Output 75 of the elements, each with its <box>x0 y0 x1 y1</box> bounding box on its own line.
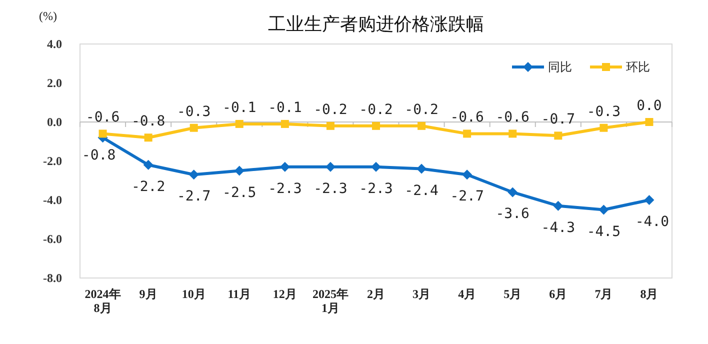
data-label: -2.7 <box>450 188 484 205</box>
y-axis-title: (%) <box>39 9 57 23</box>
x-tick-label: 10月 <box>182 287 206 301</box>
point <box>234 166 244 176</box>
x-tick-label: 8月 <box>640 287 658 301</box>
y-tick-label: 0.0 <box>47 115 62 129</box>
point <box>463 130 472 138</box>
data-label: -2.3 <box>314 180 348 197</box>
point <box>235 120 244 128</box>
data-label: -4.3 <box>541 220 576 236</box>
point <box>325 162 336 172</box>
x-tick-label: 2025年 1月 <box>312 287 348 315</box>
data-label: -2.4 <box>404 182 438 199</box>
data-label: -2.5 <box>222 184 256 201</box>
data-label: -0.6 <box>496 110 530 126</box>
data-label: -0.2 <box>314 102 348 118</box>
data-label: -0.7 <box>541 112 576 128</box>
x-tick-label: 4月 <box>458 287 476 301</box>
data-label: -2.7 <box>176 188 211 205</box>
y-tick-label: -4.0 <box>43 193 62 207</box>
point <box>372 122 380 130</box>
data-label: -2.3 <box>268 180 302 197</box>
point <box>371 162 381 172</box>
chart-title: 工业生产者购进价格涨跌幅 <box>268 14 484 35</box>
point <box>554 132 562 140</box>
point <box>144 134 152 142</box>
x-tick-label: 5月 <box>504 287 522 301</box>
point <box>416 164 427 174</box>
data-label: 0.0 <box>636 98 662 114</box>
y-tick-label: -8.0 <box>43 271 62 285</box>
data-label: -4.5 <box>586 224 621 240</box>
point <box>190 124 198 132</box>
data-label: -3.6 <box>496 206 530 222</box>
data-label: -0.3 <box>586 104 621 120</box>
point <box>188 170 199 180</box>
point <box>600 124 608 132</box>
data-label: -0.8 <box>82 148 116 164</box>
data-label: -0.6 <box>86 110 120 126</box>
data-label: -0.3 <box>176 104 211 120</box>
y-tick-label: -2.0 <box>43 154 62 168</box>
data-label: -4.0 <box>635 214 670 230</box>
y-tick-label: 2.0 <box>47 76 62 90</box>
point <box>143 160 154 170</box>
x-tick-label: 2024年 8月 <box>84 287 121 315</box>
point <box>98 130 107 138</box>
point <box>462 170 472 180</box>
legend-label: 环比 <box>626 60 650 74</box>
point <box>645 118 654 126</box>
point <box>508 130 517 138</box>
x-tick-label: 6月 <box>549 287 568 301</box>
legend-label: 同比 <box>548 60 572 74</box>
point <box>280 120 289 128</box>
data-label: -0.2 <box>359 102 393 118</box>
x-tick-label: 7月 <box>594 287 613 301</box>
x-tick-label: 2月 <box>367 287 385 301</box>
data-label: -2.2 <box>131 178 166 195</box>
y-tick-label: -6.0 <box>43 232 62 246</box>
x-tick-label: 11月 <box>228 287 252 301</box>
x-tick-label: 12月 <box>272 287 297 301</box>
point <box>280 162 290 172</box>
point <box>598 204 609 215</box>
data-label: -0.1 <box>268 100 302 116</box>
point <box>508 187 518 198</box>
data-label: -0.6 <box>450 110 484 126</box>
point <box>418 122 426 130</box>
data-label: -0.1 <box>222 100 256 116</box>
y-tick-label: 4.0 <box>47 37 62 51</box>
data-label: -0.8 <box>131 114 166 130</box>
data-label: -0.2 <box>404 102 438 118</box>
x-tick-label: 9月 <box>139 287 158 301</box>
point <box>553 200 564 211</box>
data-label: -2.3 <box>359 180 393 197</box>
point <box>644 195 654 205</box>
point <box>326 122 334 130</box>
x-tick-label: 3月 <box>412 287 431 301</box>
